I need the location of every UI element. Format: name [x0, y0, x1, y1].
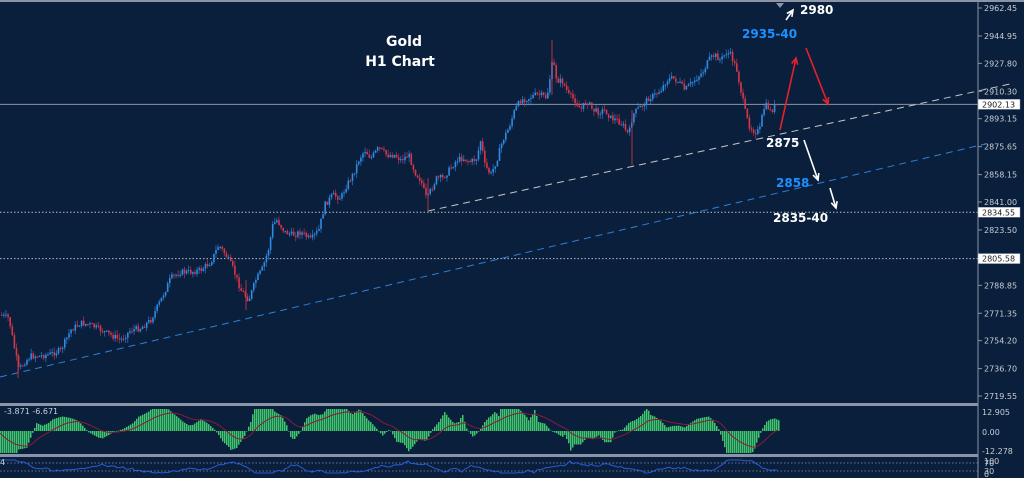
price-tag-label: 2902.13 [982, 100, 1015, 109]
osc-left-value: 4 [0, 458, 5, 467]
price-tick-label: 2736.70 [984, 365, 1017, 374]
white-dashed-support-trendline[interactable] [427, 83, 1011, 212]
osc-pane-separator[interactable] [0, 454, 978, 457]
candlesticks [1, 40, 778, 378]
chart-title: Gold [386, 34, 422, 50]
macd-signal-line [0, 411, 779, 448]
arrow-icon [805, 47, 829, 105]
annotation-label: 2875 [766, 136, 799, 150]
macd-tick-label: 0.00 [982, 428, 1000, 437]
horizontal-levels [0, 103, 978, 260]
annotation-label: 2858 [776, 176, 809, 190]
macd-tick-label: -12.278 [982, 447, 1013, 456]
price-tag-label: 2805.58 [982, 255, 1015, 264]
price-tag [977, 253, 1021, 264]
top-border [0, 0, 1024, 2]
arrows [779, 8, 838, 210]
price-tick-label: 2771.35 [984, 309, 1017, 318]
price-tick-label: 2875.65 [984, 143, 1017, 152]
arrow-icon [803, 139, 819, 181]
price-tag-label: 2834.55 [982, 208, 1015, 217]
arrow-icon [779, 57, 797, 131]
osc-tick-label: 0 [984, 470, 989, 478]
osc-tick-label: 100 [984, 457, 999, 466]
arrow-icon [785, 9, 794, 21]
blue-dashed-support-trendline[interactable] [0, 143, 986, 378]
macd-pane[interactable]: 12.905 0.00 -12.278 [0, 408, 1013, 456]
trendlines[interactable] [0, 83, 1011, 378]
price-tick-label: 2754.20 [984, 337, 1017, 346]
price-tag [977, 99, 1021, 110]
arrow-icon [829, 187, 837, 209]
price-tag [977, 207, 1021, 218]
macd-pane-separator[interactable] [0, 403, 978, 406]
price-tick-label: 2823.50 [984, 226, 1017, 235]
price-tick-label: 2962.45 [984, 4, 1017, 13]
price-axis[interactable]: 2962.45 2944.95 2927.80 2910.30 2893.15 2875.… [977, 4, 1021, 401]
price-tick-label: 2719.55 [984, 392, 1017, 401]
price-tick-label: 2927.80 [984, 59, 1017, 68]
annotation-label: 2935-40 [742, 27, 797, 41]
price-tick-label: 2858.15 [984, 171, 1017, 180]
price-tick-label: 2788.85 [984, 281, 1017, 290]
macd-tick-label: 12.905 [982, 408, 1010, 417]
oscillator-line [0, 459, 778, 474]
price-tick-label: 2944.95 [984, 32, 1017, 41]
macd-values-label: -3.871 -6.671 [4, 407, 58, 416]
chart-subtitle: H1 Chart [365, 54, 435, 70]
osc-tick-label: 30 [984, 467, 994, 476]
shift-marker-icon[interactable] [776, 3, 784, 8]
osc-tick-label: 70 [984, 459, 994, 468]
price-tick-label: 2841.00 [984, 198, 1017, 207]
price-tick-label: 2910.30 [984, 87, 1017, 96]
annotation-label: 2980 [800, 3, 833, 17]
annotation-label: 2835-40 [773, 211, 828, 225]
price-tick-label: 2893.15 [984, 115, 1017, 124]
